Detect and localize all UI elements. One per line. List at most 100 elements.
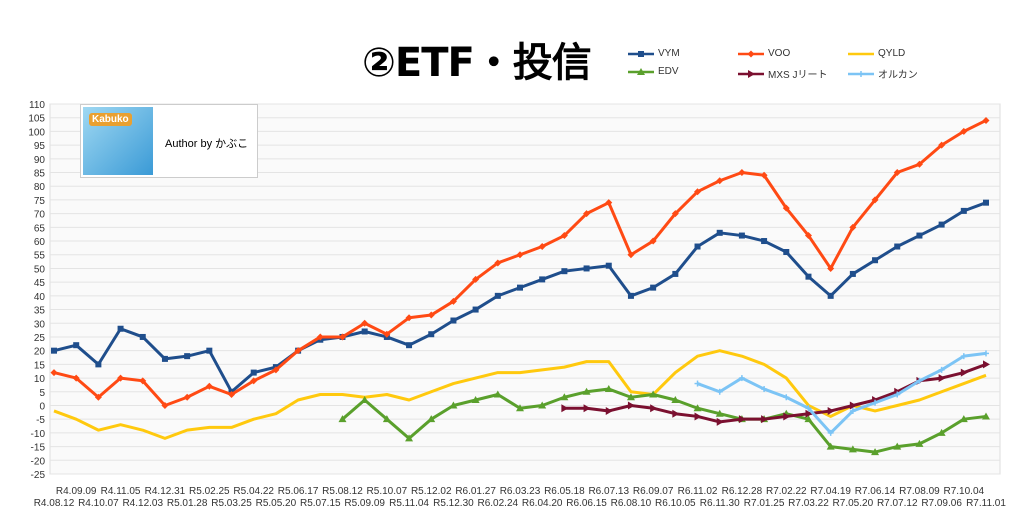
x-tick-label: R7.03.22 xyxy=(788,498,829,509)
data-point xyxy=(382,415,391,423)
data-point xyxy=(626,393,635,401)
data-point xyxy=(272,366,280,374)
data-point xyxy=(338,333,346,341)
data-point xyxy=(672,270,679,277)
x-tick-label: R7.04.19 xyxy=(810,486,851,497)
legend-diamond-icon xyxy=(738,50,764,57)
data-point xyxy=(894,243,901,250)
y-tick-label: 95 xyxy=(34,141,46,152)
data-point xyxy=(694,188,702,196)
data-point xyxy=(738,232,745,239)
data-point xyxy=(405,314,413,322)
legend-square-icon xyxy=(628,50,654,57)
y-tick-label: 60 xyxy=(34,237,46,248)
data-point xyxy=(94,393,102,401)
data-point xyxy=(583,210,591,218)
y-tick-label: -15 xyxy=(31,443,46,454)
y-tick-label: 20 xyxy=(34,347,46,358)
legend-item: EDV xyxy=(628,66,679,77)
data-point xyxy=(893,442,902,450)
data-point xyxy=(161,355,168,362)
data-point xyxy=(472,275,480,283)
data-point xyxy=(715,409,724,417)
legend-item: オルカン xyxy=(848,66,918,81)
x-tick-label: R7.02.22 xyxy=(766,486,807,497)
data-point xyxy=(50,369,58,377)
data-point xyxy=(738,415,746,424)
data-point xyxy=(361,328,368,335)
x-tick-label: R6.11.02 xyxy=(678,486,718,497)
data-point xyxy=(805,273,812,280)
x-tick-label: R6.02.24 xyxy=(478,498,519,509)
x-tick-label: R7.11.01 xyxy=(966,498,1006,509)
data-point xyxy=(316,333,324,341)
data-point xyxy=(938,221,945,228)
data-point xyxy=(95,361,102,368)
y-tick-label: 10 xyxy=(34,374,46,385)
data-point xyxy=(716,417,724,426)
data-point xyxy=(827,406,835,415)
data-point xyxy=(184,353,191,360)
data-point xyxy=(937,428,946,436)
data-point xyxy=(383,330,391,338)
data-point xyxy=(650,404,658,413)
data-point xyxy=(427,311,435,319)
data-point xyxy=(849,401,857,410)
series-qyld xyxy=(53,349,987,440)
x-tick-label: R4.12.03 xyxy=(122,498,163,509)
series-line xyxy=(697,351,987,435)
data-point xyxy=(827,292,834,299)
legend-item: VOO xyxy=(738,48,790,59)
data-point xyxy=(493,390,502,398)
data-point xyxy=(560,232,568,240)
data-point xyxy=(650,284,657,291)
y-tick-label: 70 xyxy=(34,210,46,221)
data-point xyxy=(782,204,790,212)
data-point xyxy=(938,374,946,383)
x-tick-label: R7.06.14 xyxy=(855,486,896,497)
data-point xyxy=(406,342,413,349)
x-tick-label: R4.09.09 xyxy=(56,486,97,497)
y-tick-label: -10 xyxy=(31,429,46,440)
data-point xyxy=(117,325,124,332)
y-tick-label: 75 xyxy=(34,196,46,207)
data-point xyxy=(827,264,835,272)
y-tick-label: -25 xyxy=(31,470,46,481)
kabuko-logo: Kabuko xyxy=(83,107,153,175)
data-point xyxy=(405,434,414,442)
data-point xyxy=(716,229,723,236)
data-point xyxy=(561,268,568,275)
y-tick-label: 65 xyxy=(34,223,46,234)
data-point xyxy=(250,377,258,385)
y-tick-label: 40 xyxy=(34,292,46,303)
legend-label: QYLD xyxy=(878,48,906,59)
data-point xyxy=(871,196,879,204)
y-tick-label: 5 xyxy=(39,388,45,399)
data-point xyxy=(516,404,524,412)
y-tick-label: 80 xyxy=(34,182,46,193)
x-tick-label: R6.07.13 xyxy=(588,486,629,497)
data-point xyxy=(206,347,213,354)
data-point xyxy=(360,396,369,403)
data-point xyxy=(761,415,769,424)
y-tick-label: 90 xyxy=(34,155,46,166)
x-tick-label: R5.10.07 xyxy=(367,486,408,497)
data-point xyxy=(627,251,635,259)
x-tick-label: R7.01.25 xyxy=(744,498,785,509)
legend-item: VYM xyxy=(628,48,680,59)
data-point xyxy=(649,237,657,245)
x-tick-label: R4.12.31 xyxy=(145,486,186,497)
data-point xyxy=(982,412,990,420)
data-point xyxy=(228,391,236,399)
x-tick-label: R6.09.07 xyxy=(633,486,674,497)
data-point xyxy=(183,393,191,401)
data-point xyxy=(983,360,990,369)
data-point xyxy=(716,177,724,185)
x-tick-label: R4.10.07 xyxy=(78,498,119,509)
x-tick-label: R4.08.12 xyxy=(34,498,75,509)
x-tick-label: R5.12.30 xyxy=(433,498,474,509)
data-point xyxy=(649,390,658,398)
legend-triangle-icon xyxy=(628,67,654,75)
data-point xyxy=(428,331,435,338)
